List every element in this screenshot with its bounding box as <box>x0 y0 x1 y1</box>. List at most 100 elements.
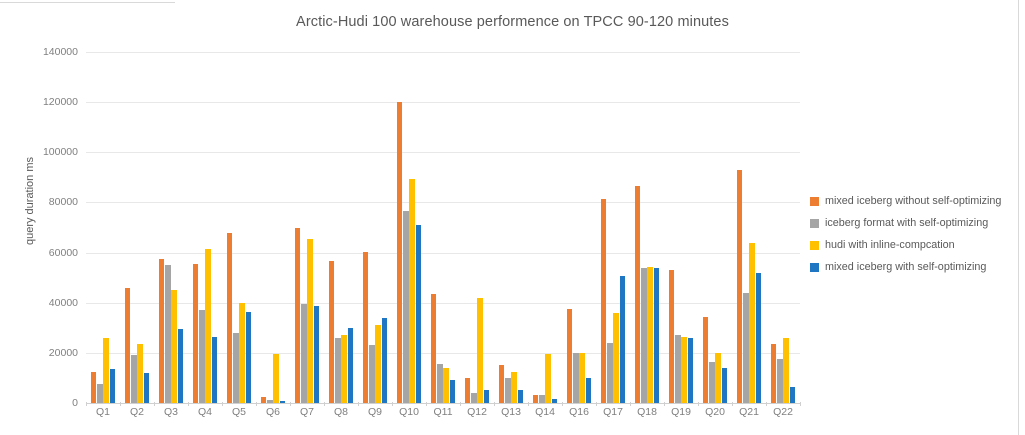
bar[interactable] <box>415 225 422 403</box>
bar[interactable] <box>97 384 103 403</box>
bar[interactable] <box>205 248 211 403</box>
bar[interactable] <box>464 377 471 403</box>
bar[interactable] <box>545 354 551 403</box>
bar[interactable] <box>328 261 335 403</box>
bar[interactable] <box>585 378 592 403</box>
bar[interactable] <box>770 344 777 403</box>
bar[interactable] <box>131 355 137 403</box>
bar[interactable] <box>109 369 116 403</box>
bar[interactable] <box>341 335 347 403</box>
bar[interactable] <box>539 395 545 403</box>
bar[interactable] <box>260 397 267 403</box>
x-tick-label: Q14 <box>535 406 555 418</box>
x-tick-mark <box>664 402 665 406</box>
bar[interactable] <box>396 102 403 403</box>
bar[interactable] <box>600 198 607 403</box>
chart-title: Arctic-Hudi 100 warehouse performence on… <box>296 14 729 30</box>
sheet-cell-right-border <box>1018 0 1019 435</box>
bar[interactable] <box>430 293 437 403</box>
bar[interactable] <box>675 335 681 403</box>
bar[interactable] <box>607 342 613 403</box>
bar[interactable] <box>573 352 579 403</box>
bar[interactable] <box>313 305 320 403</box>
bar[interactable] <box>199 310 205 403</box>
bar[interactable] <box>375 325 381 403</box>
bar[interactable] <box>702 316 709 403</box>
legend-item[interactable]: hudi with inline-compcation <box>810 234 1022 256</box>
bar[interactable] <box>517 390 524 403</box>
bar[interactable] <box>369 345 375 403</box>
bar[interactable] <box>335 337 341 403</box>
bar[interactable] <box>239 302 245 403</box>
bar[interactable] <box>307 238 313 403</box>
bar[interactable] <box>158 258 165 403</box>
bar[interactable] <box>103 338 109 403</box>
bar[interactable] <box>124 287 131 403</box>
bar[interactable] <box>566 308 573 403</box>
bar[interactable] <box>777 359 783 403</box>
bar[interactable] <box>511 371 517 403</box>
bar[interactable] <box>362 251 369 403</box>
legend-item[interactable]: mixed iceberg with self-optimizing <box>810 256 1022 278</box>
x-tick-label: Q7 <box>299 406 315 418</box>
y-tick-label: 100000 <box>42 146 78 159</box>
bar[interactable] <box>165 265 171 403</box>
bar[interactable] <box>279 401 286 403</box>
x-tick-mark <box>460 402 461 406</box>
bar[interactable] <box>403 211 409 403</box>
bar[interactable] <box>709 361 715 403</box>
bar[interactable] <box>443 368 449 403</box>
bar[interactable] <box>233 332 239 403</box>
bar[interactable] <box>653 268 660 403</box>
bar[interactable] <box>498 365 505 403</box>
bar[interactable] <box>715 352 721 403</box>
x-tick-mark <box>392 402 393 406</box>
bar[interactable] <box>471 392 477 403</box>
bar[interactable] <box>143 372 150 403</box>
bar[interactable] <box>347 328 354 403</box>
bar[interactable] <box>437 364 443 403</box>
bar[interactable] <box>634 186 641 403</box>
bar[interactable] <box>668 270 675 403</box>
bar[interactable] <box>743 292 749 403</box>
bar[interactable] <box>647 266 653 403</box>
bar[interactable] <box>177 329 184 403</box>
bar[interactable] <box>619 276 626 403</box>
bar[interactable] <box>226 232 233 403</box>
bar[interactable] <box>755 272 762 403</box>
bar[interactable] <box>245 311 252 403</box>
bar[interactable] <box>211 336 218 403</box>
bar[interactable] <box>273 354 279 403</box>
bar[interactable] <box>449 380 456 403</box>
bar[interactable] <box>409 178 415 403</box>
bar[interactable] <box>192 263 199 403</box>
bar[interactable] <box>294 227 301 403</box>
bar[interactable] <box>736 169 743 403</box>
bar[interactable] <box>687 337 694 403</box>
bar[interactable] <box>681 336 687 403</box>
x-tick-mark <box>732 402 733 406</box>
bar[interactable] <box>532 395 539 403</box>
bar[interactable] <box>721 367 728 403</box>
chart-legend[interactable]: mixed iceberg without self-optimizing ice… <box>810 190 1022 278</box>
x-tick-label: Q6 <box>265 406 281 418</box>
bar[interactable] <box>477 297 483 403</box>
bar[interactable] <box>579 352 585 403</box>
bar[interactable] <box>551 398 558 403</box>
legend-item[interactable]: mixed iceberg without self-optimizing <box>810 190 1022 212</box>
bar[interactable] <box>90 371 97 403</box>
bar[interactable] <box>641 267 647 403</box>
bar[interactable] <box>789 386 796 403</box>
bar[interactable] <box>301 303 307 403</box>
bar[interactable] <box>505 377 511 403</box>
legend-item[interactable]: iceberg format with self-optimizing <box>810 212 1022 234</box>
bar[interactable] <box>783 337 789 403</box>
bar[interactable] <box>483 390 490 403</box>
bar[interactable] <box>613 312 619 403</box>
bar[interactable] <box>381 317 388 403</box>
bar[interactable] <box>267 400 273 403</box>
bar[interactable] <box>137 344 143 403</box>
bar[interactable] <box>749 242 755 403</box>
bar[interactable] <box>171 290 177 403</box>
